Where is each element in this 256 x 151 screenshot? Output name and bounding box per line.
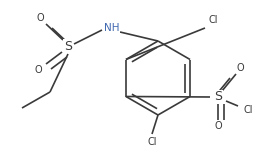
Text: O: O: [236, 63, 244, 73]
Text: Cl: Cl: [243, 105, 253, 115]
Text: S: S: [214, 90, 222, 103]
Text: Cl: Cl: [147, 137, 157, 147]
Text: NH: NH: [104, 23, 120, 33]
Text: Cl: Cl: [208, 15, 218, 25]
Text: S: S: [64, 40, 72, 53]
Text: O: O: [36, 13, 44, 23]
Text: O: O: [214, 121, 222, 131]
Text: O: O: [34, 65, 42, 75]
